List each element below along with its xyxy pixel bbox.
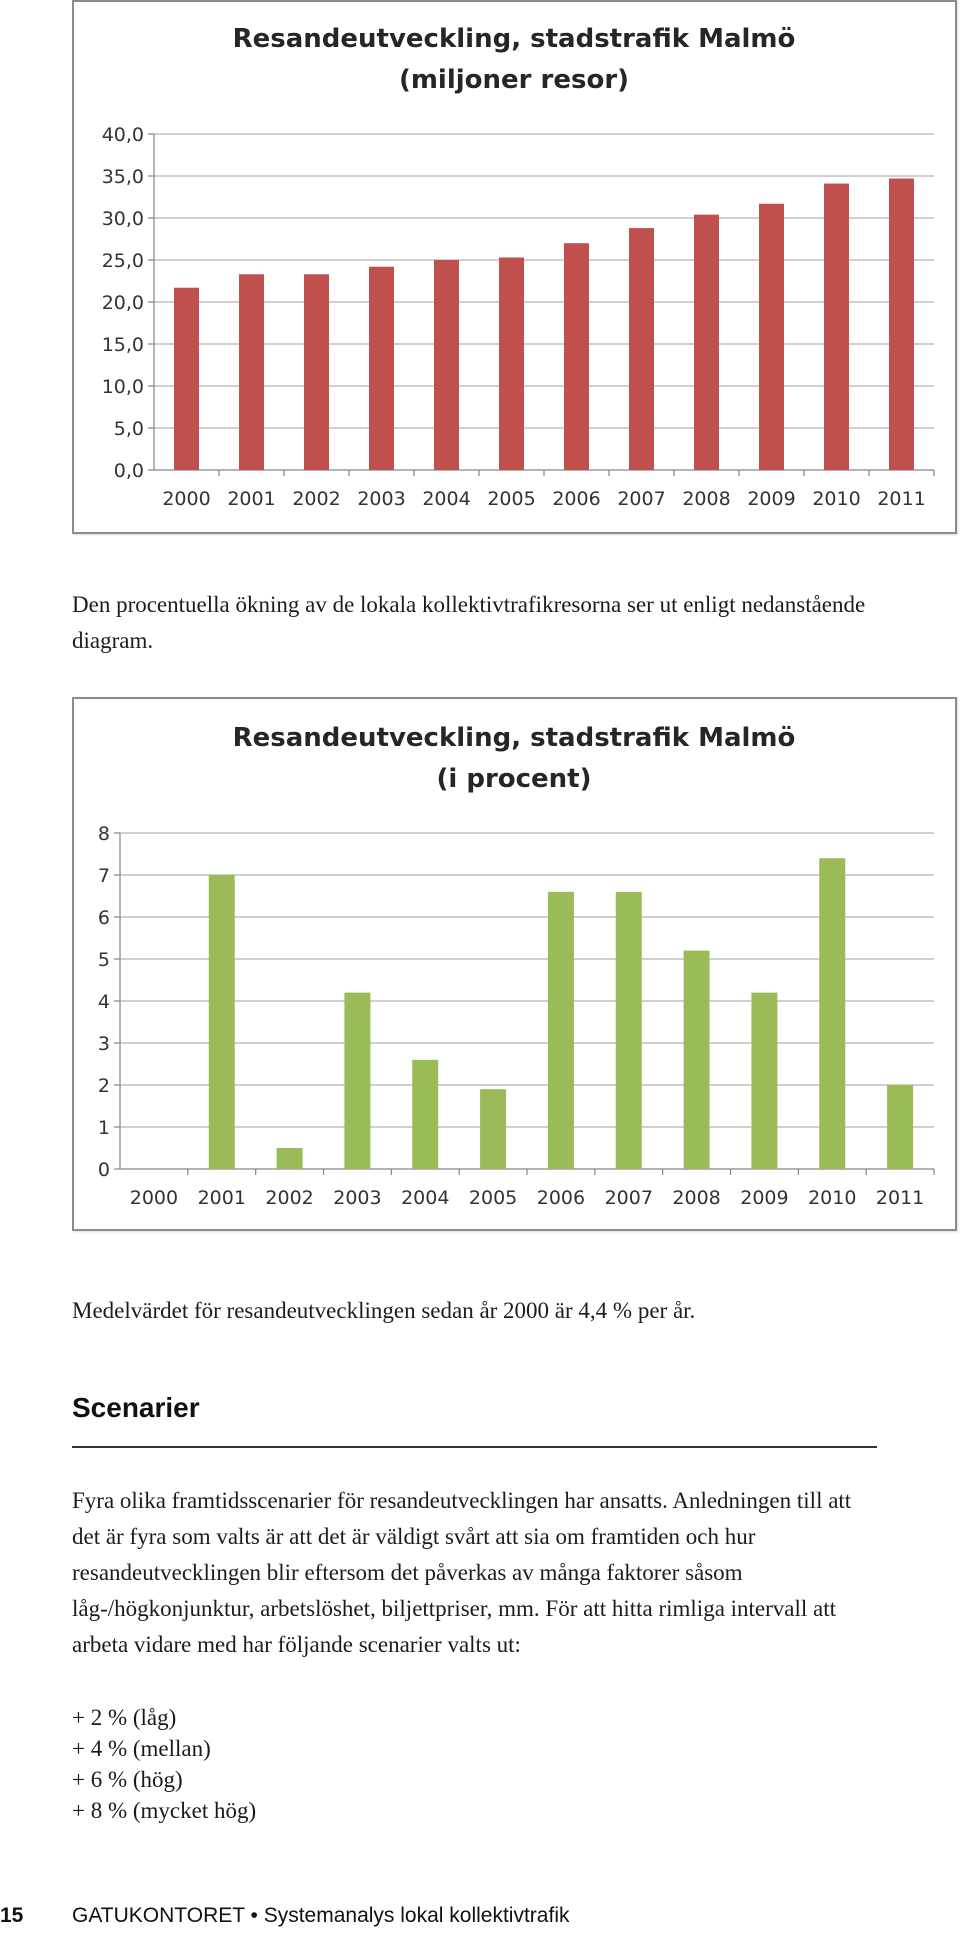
x-tick-label: 2000 — [130, 1187, 178, 1209]
bar — [304, 274, 329, 470]
y-tick-label: 6 — [98, 907, 110, 929]
bar — [694, 214, 719, 470]
chart-title: Resandeutveckling, stadstrafik Malmö — [233, 24, 796, 54]
x-tick-label: 2008 — [672, 1187, 720, 1209]
chart-title: Resandeutveckling, stadstrafik Malmö — [233, 723, 796, 753]
y-tick-label: 4 — [98, 991, 110, 1013]
x-tick-label: 2001 — [198, 1187, 246, 1209]
x-tick-label: 2005 — [487, 488, 535, 510]
bar — [412, 1059, 439, 1169]
y-tick-label: 0 — [98, 1159, 110, 1181]
bar — [480, 1089, 507, 1169]
bar — [683, 950, 710, 1169]
y-tick-label: 1 — [98, 1117, 110, 1139]
chart-passengers-millions: Resandeutveckling, stadstrafik Malmö (mi… — [72, 0, 957, 534]
bar — [564, 243, 589, 470]
y-tick-label: 7 — [98, 865, 110, 887]
x-tick-label: 2005 — [469, 1187, 517, 1209]
x-tick-label: 2009 — [747, 488, 795, 510]
intro-paragraph: Den procentuella ökning av de lokala kol… — [72, 592, 866, 653]
bar — [369, 266, 394, 470]
bar — [174, 287, 199, 470]
x-tick-label: 2006 — [537, 1187, 585, 1209]
x-tick-label: 2011 — [877, 488, 925, 510]
y-tick-label: 30,0 — [102, 208, 144, 230]
chart-passengers-percent: Resandeutveckling, stadstrafik Malmö (i … — [72, 697, 957, 1231]
scenario-item: + 6 % (hög) — [72, 1767, 183, 1792]
scenario-item: + 8 % (mycket hög) — [72, 1798, 257, 1823]
x-tick-label: 2000 — [162, 488, 210, 510]
bar — [434, 260, 459, 470]
y-tick-label: 3 — [98, 1033, 110, 1055]
y-tick-label: 8 — [98, 823, 110, 845]
x-tick-label: 2007 — [617, 488, 665, 510]
bar — [751, 992, 778, 1169]
chart-subtitle: (i procent) — [436, 764, 591, 794]
bar — [889, 178, 914, 470]
scenario-item: + 2 % (låg) — [72, 1705, 177, 1730]
bar — [887, 1085, 914, 1169]
x-tick-label: 2007 — [605, 1187, 653, 1209]
bar — [499, 257, 524, 470]
y-tick-label: 5,0 — [114, 418, 144, 440]
y-tick-label: 2 — [98, 1075, 110, 1097]
bar — [615, 891, 642, 1169]
y-tick-label: 35,0 — [102, 166, 144, 188]
bar — [547, 891, 574, 1169]
bar — [824, 183, 849, 470]
y-tick-label: 25,0 — [102, 250, 144, 272]
x-tick-label: 2011 — [876, 1187, 924, 1209]
x-tick-label: 2004 — [401, 1187, 449, 1209]
x-tick-label: 2008 — [682, 488, 730, 510]
x-tick-label: 2004 — [422, 488, 470, 510]
bar — [344, 992, 371, 1169]
chart-subtitle: (miljoner resor) — [399, 65, 629, 95]
x-tick-label: 2002 — [292, 488, 340, 510]
bar — [276, 1148, 303, 1169]
bar — [629, 228, 654, 470]
bar — [208, 875, 235, 1169]
x-tick-label: 2010 — [812, 488, 860, 510]
bar — [819, 858, 846, 1169]
x-tick-label: 2001 — [227, 488, 275, 510]
mean-paragraph: Medelvärdet för resandeutvecklingen seda… — [72, 1298, 696, 1323]
scenario-item: + 4 % (mellan) — [72, 1736, 211, 1761]
x-tick-label: 2009 — [740, 1187, 788, 1209]
heading-rule — [72, 1446, 877, 1448]
y-tick-label: 5 — [98, 949, 110, 971]
chart-passengers-percent-svg: Resandeutveckling, stadstrafik Malmö (i … — [98, 723, 935, 1209]
x-tick-label: 2006 — [552, 488, 600, 510]
y-tick-label: 15,0 — [102, 334, 144, 356]
scenario-list: + 2 % (låg) + 4 % (mellan) + 6 % (hög) +… — [72, 1702, 256, 1826]
bar — [239, 274, 264, 470]
x-tick-label: 2003 — [333, 1187, 381, 1209]
y-tick-label: 20,0 — [102, 292, 144, 314]
page-number: 15 — [0, 1904, 24, 1927]
section-heading: Scenarier — [72, 1392, 200, 1423]
x-tick-label: 2002 — [265, 1187, 313, 1209]
x-tick-label: 2010 — [808, 1187, 856, 1209]
y-tick-label: 10,0 — [102, 376, 144, 398]
y-tick-label: 0,0 — [114, 460, 144, 482]
chart-passengers-millions-svg: Resandeutveckling, stadstrafik Malmö (mi… — [102, 24, 935, 510]
scenario-paragraph: Fyra olika framtidsscenarier för resande… — [72, 1488, 852, 1657]
x-tick-label: 2003 — [357, 488, 405, 510]
y-tick-label: 40,0 — [102, 124, 144, 146]
bar — [759, 203, 784, 470]
footer-title: GATUKONTORET • Systemanalys lokal kollek… — [72, 1904, 570, 1927]
